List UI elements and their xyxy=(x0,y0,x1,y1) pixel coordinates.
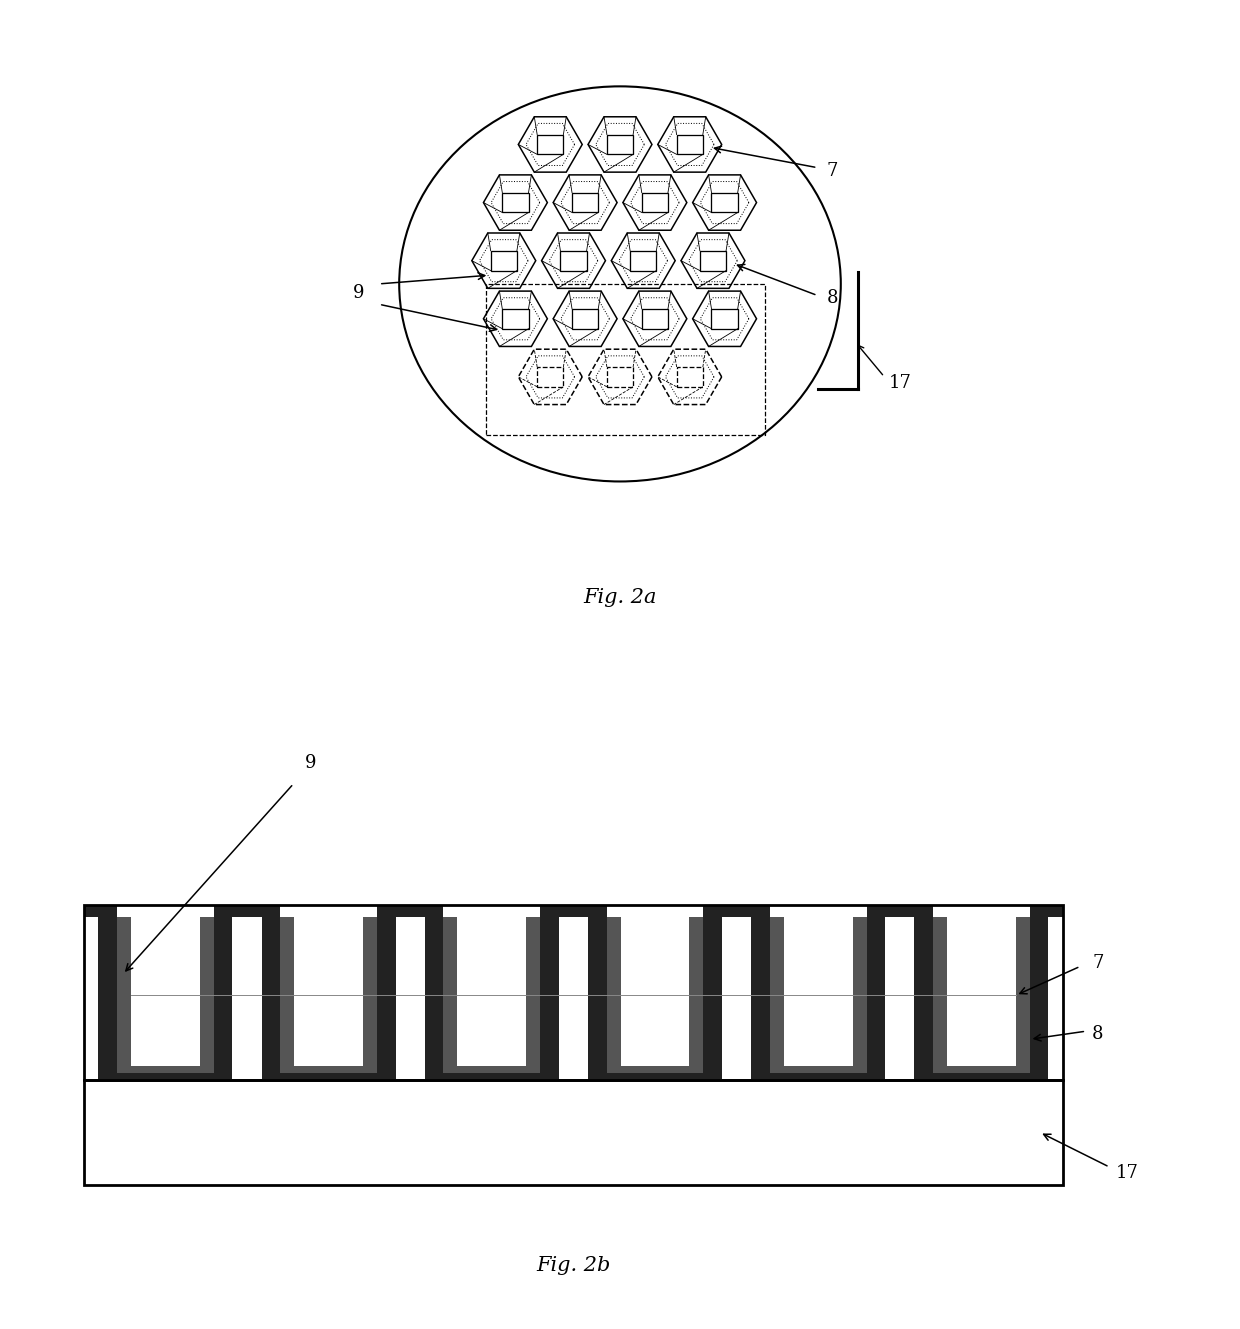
Bar xyxy=(642,193,668,213)
Bar xyxy=(699,251,727,271)
Text: Fig. 2b: Fig. 2b xyxy=(536,1256,610,1276)
Text: 8: 8 xyxy=(826,290,838,307)
Text: 17: 17 xyxy=(1116,1164,1138,1181)
Bar xyxy=(932,1066,1029,1073)
Bar xyxy=(425,1073,559,1080)
Bar xyxy=(606,905,703,917)
Bar xyxy=(363,917,377,1073)
Bar xyxy=(703,917,722,1080)
Text: 7: 7 xyxy=(1092,954,1104,973)
Text: Fig. 2a: Fig. 2a xyxy=(583,589,657,607)
Bar xyxy=(537,367,563,387)
Bar xyxy=(502,308,528,328)
Text: 7: 7 xyxy=(826,162,838,179)
Bar xyxy=(280,1066,377,1073)
Bar xyxy=(262,917,280,1080)
Bar xyxy=(98,1073,232,1080)
Bar xyxy=(84,905,1063,917)
Bar xyxy=(491,251,517,271)
Bar xyxy=(560,251,587,271)
Bar xyxy=(262,1073,396,1080)
Bar xyxy=(770,905,867,917)
Bar xyxy=(117,1066,213,1073)
Bar xyxy=(444,1066,541,1073)
Bar xyxy=(606,367,634,387)
Text: 9: 9 xyxy=(353,283,365,302)
Bar xyxy=(914,917,932,1080)
Bar xyxy=(280,905,377,917)
Bar xyxy=(213,917,232,1080)
Bar xyxy=(444,905,541,917)
Bar xyxy=(751,1073,885,1080)
Text: 17: 17 xyxy=(888,373,911,392)
Bar xyxy=(606,1066,703,1073)
Bar xyxy=(117,917,131,1073)
Bar xyxy=(377,917,396,1080)
Bar xyxy=(770,917,784,1073)
Bar xyxy=(572,193,598,213)
Bar xyxy=(677,367,703,387)
Text: 8: 8 xyxy=(1092,1025,1104,1043)
Bar xyxy=(541,917,559,1080)
Bar xyxy=(932,917,947,1073)
Bar xyxy=(588,917,606,1080)
Bar xyxy=(486,284,765,435)
Bar xyxy=(689,917,703,1073)
Bar xyxy=(588,1073,722,1080)
Bar xyxy=(444,917,458,1073)
Bar xyxy=(606,917,620,1073)
Bar xyxy=(751,917,770,1080)
Bar xyxy=(712,308,738,328)
Bar xyxy=(117,905,213,917)
Bar xyxy=(914,1073,1048,1080)
Bar xyxy=(572,308,598,328)
Bar xyxy=(770,1066,867,1073)
Bar xyxy=(677,134,703,154)
Bar xyxy=(526,917,541,1073)
Bar xyxy=(606,134,634,154)
Bar xyxy=(1029,917,1048,1080)
Bar xyxy=(537,134,563,154)
Bar xyxy=(84,905,1063,1080)
Bar xyxy=(932,905,1029,917)
Bar xyxy=(712,193,738,213)
Bar xyxy=(280,917,294,1073)
Bar xyxy=(1016,917,1029,1073)
Bar xyxy=(98,917,117,1080)
Bar xyxy=(200,917,213,1073)
Text: 9: 9 xyxy=(305,754,316,772)
Bar xyxy=(867,917,885,1080)
Bar xyxy=(84,1080,1063,1184)
Bar xyxy=(853,917,867,1073)
Bar xyxy=(642,308,668,328)
Bar xyxy=(425,917,444,1080)
Bar xyxy=(630,251,656,271)
Bar xyxy=(502,193,528,213)
